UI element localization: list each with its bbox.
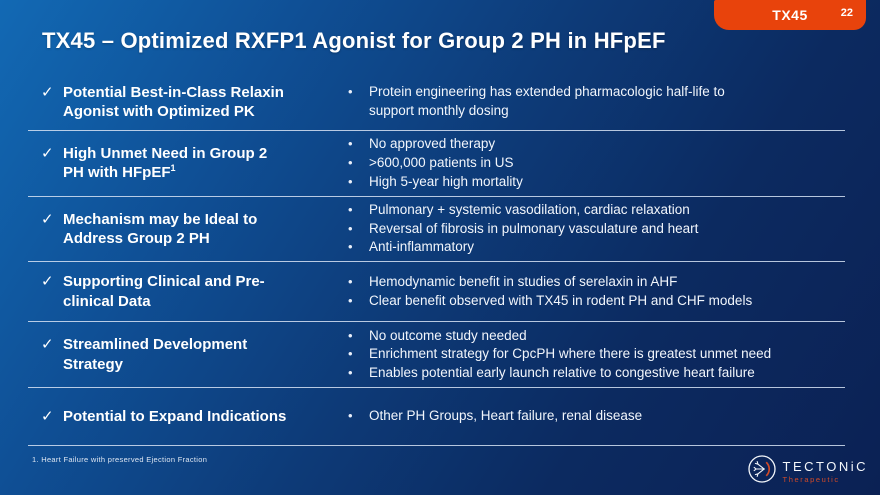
bullet-icon: • [348,327,353,343]
bullet-icon: • [348,173,353,189]
slide-tag-badge: TX45 22 [714,0,866,30]
row-heading-cell: ✓ Mechanism may be Ideal to Address Grou… [28,210,330,249]
bullet-text: Anti-inflammatory [369,239,475,255]
bullet-item: • Enables potential early launch relativ… [348,364,835,383]
bullet-icon: • [348,136,353,151]
bullet-item: • >600,000 patients in US [348,154,835,173]
summary-table: ✓ Potential Best-in-Class Relaxin Agonis… [28,74,845,447]
bullet-item: • Reversal of fibrosis in pulmonary vasc… [348,220,835,239]
checkmark-icon: ✓ [41,83,54,101]
bullet-text: No approved therapy [369,136,496,151]
row-details-cell: • Protein engineering has extended pharm… [330,79,835,125]
page-number: 22 [840,7,853,19]
row-details-cell: • No approved therapy • >600,000 patient… [330,131,835,196]
bullet-item: • Protein engineering has extended pharm… [348,83,835,121]
bullet-text: Enables potential early launch relative … [369,365,755,381]
table-row: ✓ Supporting Clinical and Pre- clinical … [28,262,845,323]
footnote-marker: 1 [170,163,176,174]
bullet-item: • Pulmonary + systemic vasodilation, car… [348,201,835,220]
tectonic-logo-text: TECTONiC Therapeutic [783,459,868,484]
row-heading: Supporting Clinical and Pre- clinical Da… [63,273,265,310]
slide-title: TX45 – Optimized RXFP1 Agonist for Group… [42,28,666,53]
bullet-item: • No approved therapy [348,135,835,154]
bullet-item: • Other PH Groups, Heart failure, renal … [348,407,835,426]
tectonic-logo: TECTONiC Therapeutic [747,454,868,489]
row-heading-cell: ✓ High Unmet Need in Group 2 PH with HFp… [28,144,330,183]
checkmark-icon: ✓ [41,408,54,426]
bullet-text: Clear benefit observed with TX45 in rode… [369,292,753,308]
checkmark-icon: ✓ [41,273,54,291]
bullet-text: High 5-year high mortality [369,173,523,189]
table-row: ✓ High Unmet Need in Group 2 PH with HFp… [28,131,845,197]
row-heading: Potential Best-in-Class Relaxin Agonist … [63,83,284,121]
bullet-text: Pulmonary + systemic vasodilation, cardi… [369,201,690,217]
row-details-cell: • Other PH Groups, Heart failure, renal … [330,403,835,430]
bullet-text: >600,000 patients in US [369,154,514,170]
row-heading-cell: ✓ Supporting Clinical and Pre- clinical … [28,272,330,311]
bullet-item: • Hemodynamic benefit in studies of sere… [348,273,835,292]
badge-label: TX45 [772,7,808,23]
row-heading-text: High Unmet Need in Group 2 PH with HFpEF [63,144,268,182]
bullet-item: • Anti-inflammatory [348,238,835,257]
bullet-item: • Clear benefit observed with TX45 in ro… [348,292,835,311]
row-heading: High Unmet Need in Group 2 PH with HFpEF… [63,144,267,183]
bullet-icon: • [348,201,353,217]
checkmark-icon: ✓ [41,144,54,162]
bullet-text: Other PH Groups, Heart failure, renal di… [369,408,643,424]
bullet-icon: • [348,365,353,381]
table-row: ✓ Potential to Expand Indications • Othe… [28,388,845,447]
row-details-cell: • No outcome study needed • Enrichment s… [330,323,835,388]
row-heading-cell: ✓ Potential Best-in-Class Relaxin Agonis… [28,83,330,122]
bullet-item: • Enrichment strategy for CpcPH where th… [348,345,835,364]
footnote: 1. Heart Failure with preserved Ejection… [32,455,208,465]
tectonic-logo-icon [747,454,777,489]
row-details-cell: • Pulmonary + systemic vasodilation, car… [330,197,835,262]
row-details-cell: • Hemodynamic benefit in studies of sere… [330,269,835,315]
checkmark-icon: ✓ [41,336,54,354]
row-heading-cell: ✓ Potential to Expand Indications [28,407,330,427]
bullet-icon: • [348,346,353,362]
bullet-icon: • [348,408,353,424]
logo-wordmark: TECTONiC [782,459,868,474]
bullet-text: No outcome study needed [369,327,527,343]
row-heading: Mechanism may be Ideal to Address Group … [63,210,258,248]
bullet-icon: • [348,292,353,308]
bullet-item: • No outcome study needed [348,327,835,346]
row-heading-cell: ✓ Streamlined Development Strategy [28,335,330,374]
row-heading: Streamlined Development Strategy [63,336,248,373]
bullet-icon: • [348,154,353,170]
bullet-text: Protein engineering has extended pharmac… [369,84,725,118]
bullet-icon: • [348,239,353,255]
row-heading: Potential to Expand Indications [63,408,287,426]
table-row: ✓ Streamlined Development Strategy • No … [28,322,845,389]
checkmark-icon: ✓ [41,210,54,228]
bullet-icon: • [348,273,353,289]
bullet-icon: • [348,84,353,100]
bullet-icon: • [348,220,353,236]
bullet-text: Enrichment strategy for CpcPH where ther… [369,346,772,362]
bullet-text: Reversal of fibrosis in pulmonary vascul… [369,220,699,236]
bullet-text: Hemodynamic benefit in studies of serela… [369,273,678,289]
table-row: ✓ Potential Best-in-Class Relaxin Agonis… [28,74,845,131]
table-row: ✓ Mechanism may be Ideal to Address Grou… [28,197,845,263]
bullet-item: • High 5-year high mortality [348,173,835,192]
logo-subtitle: Therapeutic [782,475,840,484]
